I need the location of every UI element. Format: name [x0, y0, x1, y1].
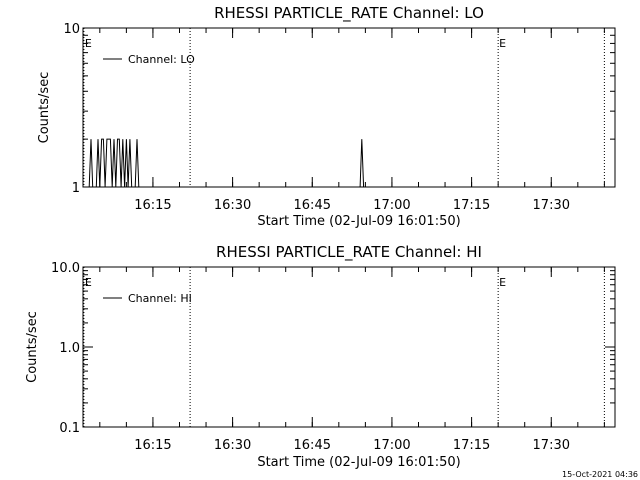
legend-label: Channel: HI — [128, 292, 192, 305]
chart-title: RHESSI PARTICLE_RATE Channel: LO — [214, 4, 484, 23]
x-tick-label: 16:30 — [214, 438, 251, 453]
x-tick-label: 17:00 — [373, 438, 410, 453]
y-tick-label: 1.0 — [59, 341, 80, 356]
chart-title: RHESSI PARTICLE_RATE Channel: HI — [216, 243, 482, 262]
plot-frame — [82, 266, 616, 428]
y-axis-label: Counts/sec — [37, 72, 52, 144]
x-tick-label: 17:00 — [373, 198, 410, 213]
x-axis-label: Start Time (02-Jul-09 16:01:50) — [257, 455, 460, 470]
x-axis-label: Start Time (02-Jul-09 16:01:50) — [257, 214, 460, 229]
panel-lo: RHESSI PARTICLE_RATE Channel: LO 1 10 Count… — [37, 4, 616, 229]
event-marker-label: E — [499, 276, 506, 289]
x-tick-label: 17:15 — [453, 198, 490, 213]
x-tick-label: 16:15 — [134, 198, 171, 213]
y-tick-label: 10.0 — [51, 261, 80, 276]
x-tick-label: 17:30 — [533, 438, 570, 453]
y-tick-label: 1 — [72, 181, 80, 196]
legend-label: Channel: LO — [128, 53, 195, 66]
event-marker-label: E — [499, 37, 506, 50]
y-tick-label: 10 — [63, 22, 80, 37]
x-tick-label: 17:30 — [533, 198, 570, 213]
y-tick-label: 0.1 — [59, 421, 80, 436]
event-marker-label: E — [85, 276, 92, 289]
series-line — [83, 138, 366, 187]
x-tick-label: 16:30 — [214, 198, 251, 213]
y-axis-label: Counts/sec — [25, 311, 40, 383]
x-tick-label: 16:45 — [294, 198, 331, 213]
panel-hi: RHESSI PARTICLE_RATE Channel: HI 0.1 1.0 10… — [25, 243, 616, 470]
x-tick-label: 16:45 — [294, 438, 331, 453]
plot-frame — [82, 27, 616, 188]
x-tick-label: 16:15 — [134, 438, 171, 453]
event-marker-label: E — [85, 37, 92, 50]
footer-timestamp: 15-Oct-2021 04:36 — [562, 470, 638, 479]
x-tick-label: 17:15 — [453, 438, 490, 453]
